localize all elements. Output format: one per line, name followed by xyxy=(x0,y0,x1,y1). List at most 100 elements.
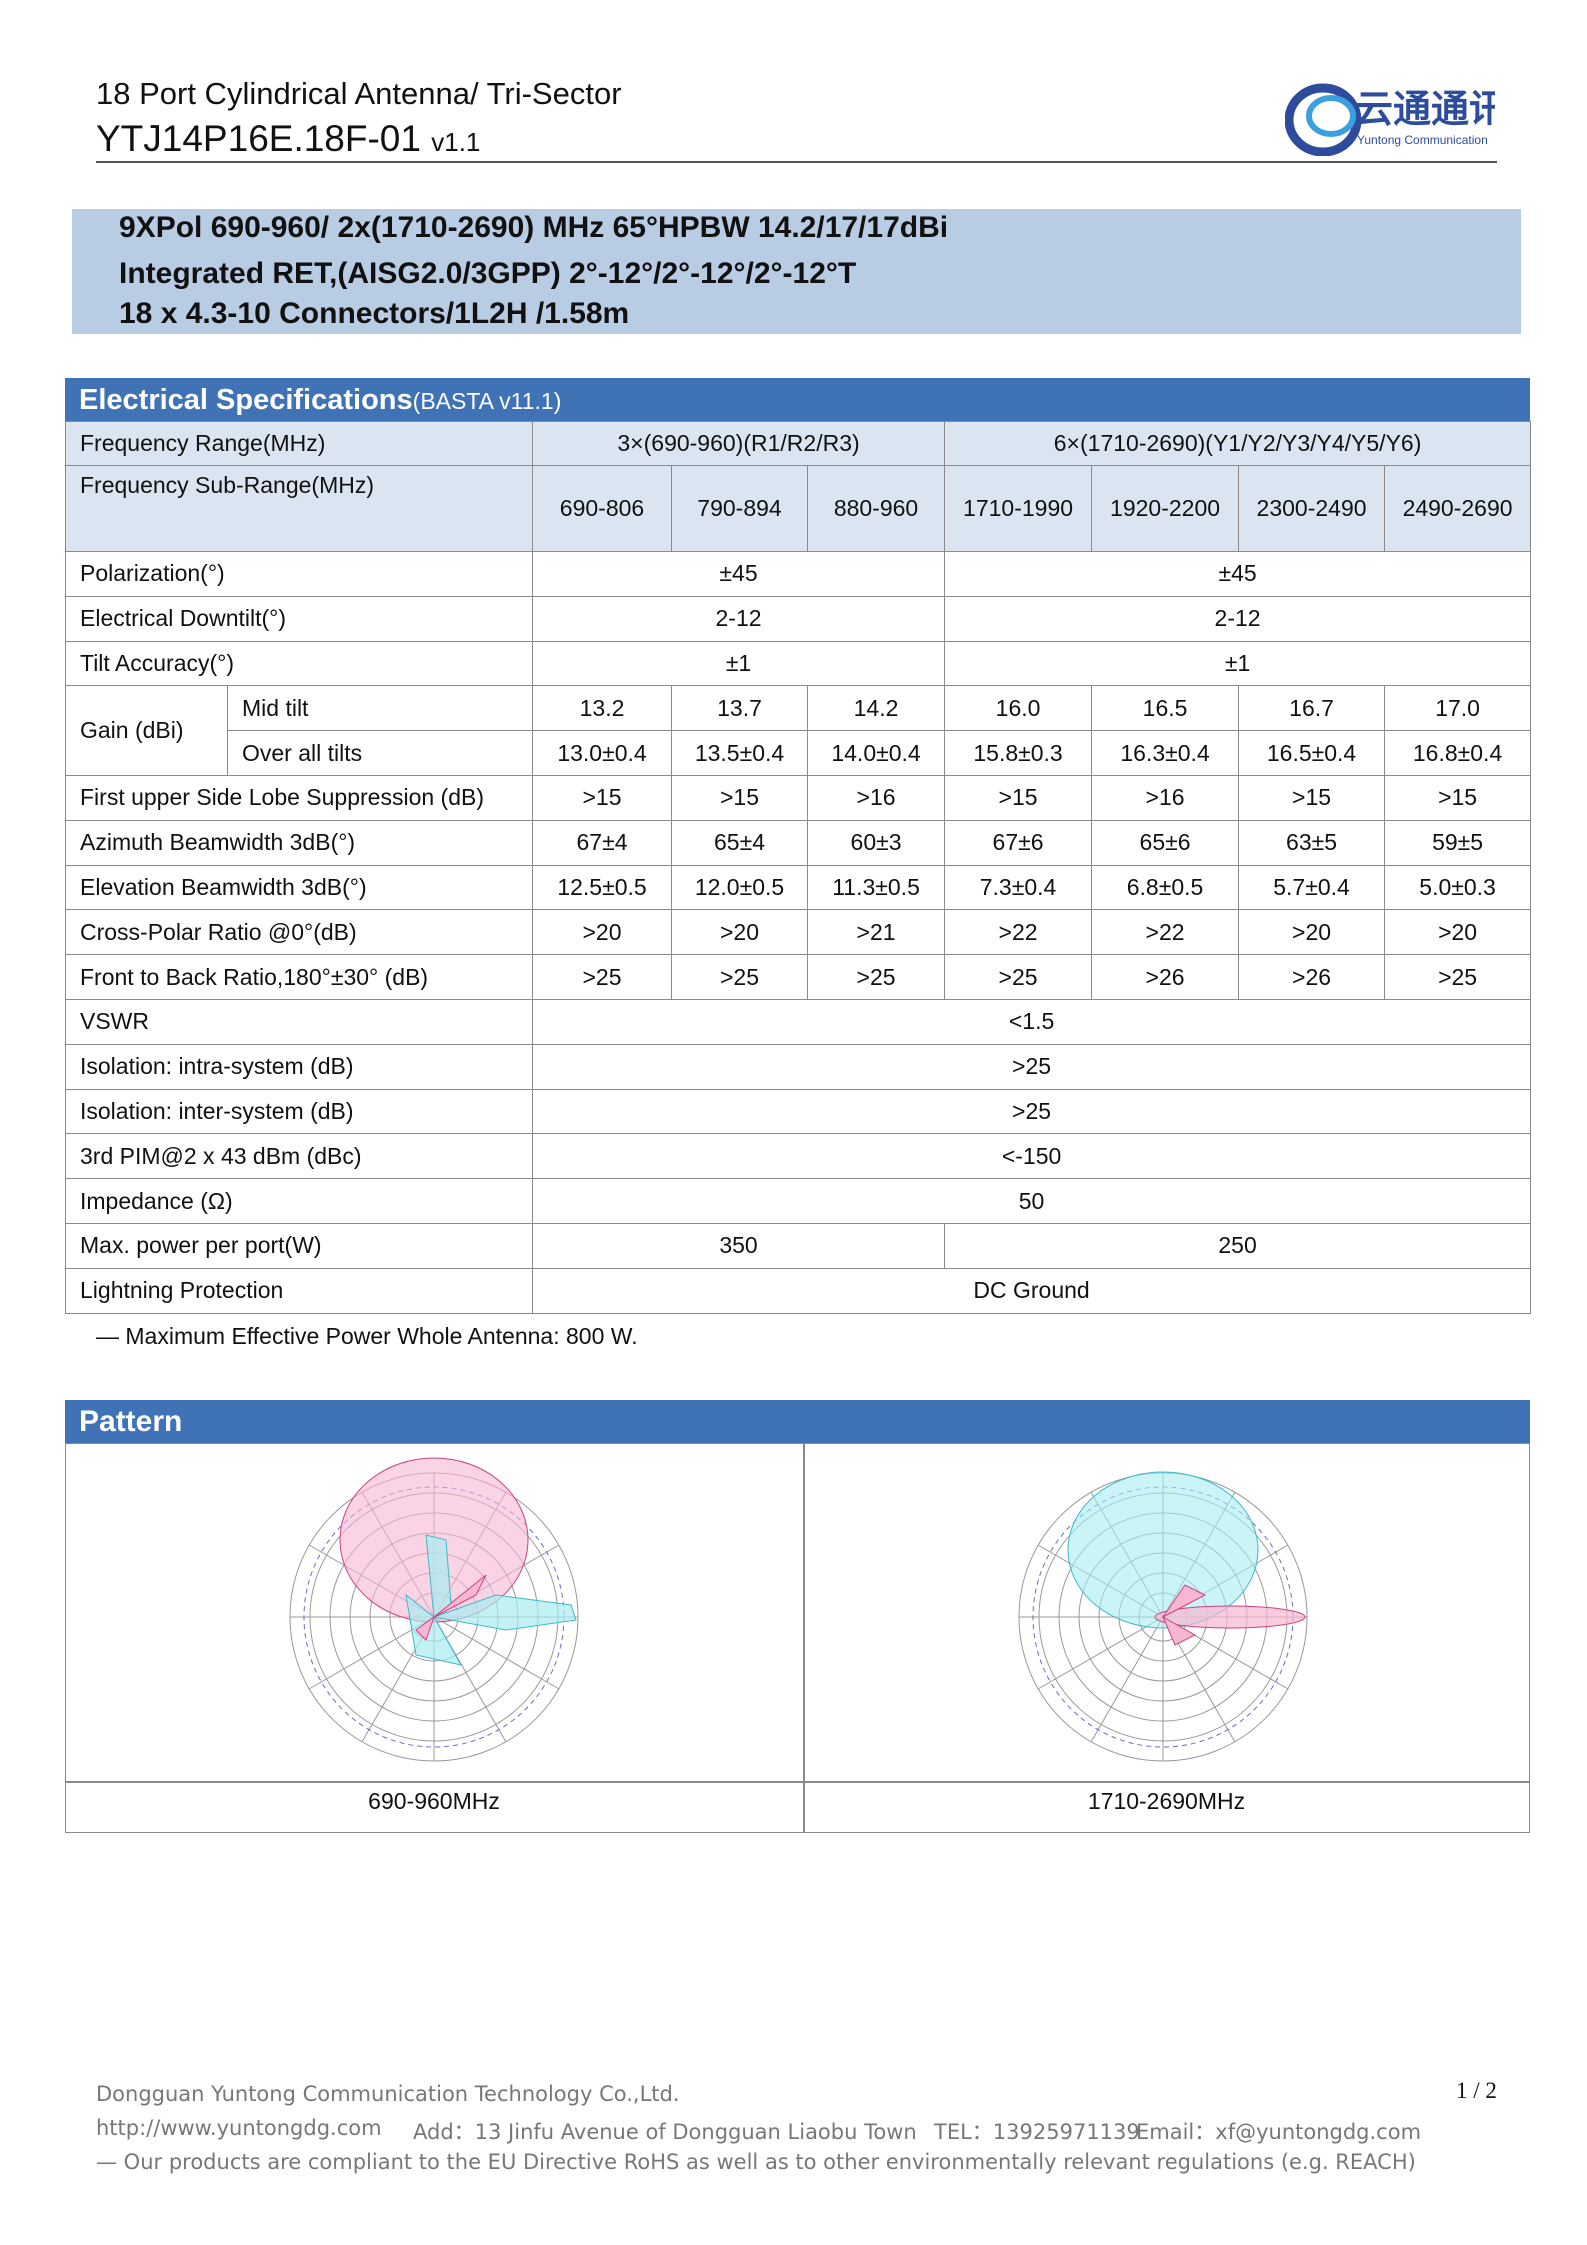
value-cell: >20 xyxy=(532,909,673,956)
value-cell: 790-894 xyxy=(671,465,809,552)
logo-mark xyxy=(1306,95,1356,137)
value-cell: 12.0±0.5 xyxy=(671,864,809,911)
value-cell: >15 xyxy=(944,774,1093,821)
header-rule xyxy=(96,161,1497,163)
value-cell: >26 xyxy=(1238,954,1386,1000)
value-cell: 13.0±0.4 xyxy=(532,730,673,776)
value-cell: 16.5 xyxy=(1091,685,1240,732)
logo-text: 云通通讯 xyxy=(1355,87,1495,131)
value-cell: 13.7 xyxy=(671,685,809,732)
footer-compliance: — Our products are compliant to the EU D… xyxy=(96,2150,1416,2174)
row-label: Impedance (Ω) xyxy=(64,1178,534,1224)
header-row: Frequency Sub-Range(MHz) 690-806 790-894 88… xyxy=(64,465,1532,552)
spec-row: Cross-Polar Ratio @0°(dB) >20 >20 >21 >22 >22… xyxy=(64,909,1532,956)
value-cell: 250 xyxy=(944,1222,1532,1269)
value-cell: ±1 xyxy=(944,640,1532,687)
spec-row: Electrical Downtilt(°) 2-12 2-12 xyxy=(64,595,1532,642)
spec-row: Lightning Protection DC Ground xyxy=(64,1267,1532,1314)
note: — Maximum Effective Power Whole Antenna:… xyxy=(96,1323,638,1349)
banner-line: 18 x 4.3-10 Connectors/1L2H /1.58m xyxy=(119,297,630,330)
spec-row: 3rd PIM@2 x 43 dBm (dBc) <-150 xyxy=(64,1133,1532,1180)
row-label: Isolation: intra-system (dB) xyxy=(64,1043,534,1090)
header-row: Frequency Range(MHz) 3×(690-960)(R1/R2/R3… xyxy=(64,421,1532,466)
row-label: Front to Back Ratio,180°±30° (dB) xyxy=(64,954,534,1000)
value-cell: >25 xyxy=(671,954,809,1000)
value-cell: 65±6 xyxy=(1091,819,1240,866)
value-cell: DC Ground xyxy=(532,1267,1532,1314)
sub-label: Mid tilt xyxy=(226,685,534,732)
value-cell: >20 xyxy=(1238,909,1386,956)
row-label: Polarization(°) xyxy=(64,551,534,597)
pattern-caption: 1710-2690MHz xyxy=(1087,1788,1246,1814)
value-cell: <-150 xyxy=(532,1133,1532,1180)
spec-row: Azimuth Beamwidth 3dB(°) 67±4 65±4 60±3 67±6… xyxy=(64,819,1532,866)
value-cell: 59±5 xyxy=(1384,819,1532,866)
value-cell: >22 xyxy=(944,909,1093,956)
value-cell: 16.0 xyxy=(944,685,1093,732)
value-cell: >25 xyxy=(532,1043,1532,1090)
spec-row: First upper Side Lobe Suppression (dB) >1… xyxy=(64,774,1532,821)
row-label: Tilt Accuracy(°) xyxy=(64,640,534,687)
value-cell: 63±5 xyxy=(1238,819,1386,866)
value-cell: 15.8±0.3 xyxy=(944,730,1093,776)
row-label: Frequency Range(MHz) xyxy=(64,421,534,466)
value-cell: 14.0±0.4 xyxy=(807,730,946,776)
value-cell: >15 xyxy=(1384,774,1532,821)
row-label: Azimuth Beamwidth 3dB(°) xyxy=(64,819,534,866)
value-cell: 2490-2690 xyxy=(1384,465,1532,552)
value-cell: 5.7±0.4 xyxy=(1238,864,1386,911)
page-number: 1 / 2 xyxy=(1456,2078,1497,2103)
banner xyxy=(72,209,1521,334)
value-cell: 67±4 xyxy=(532,819,673,866)
value-cell: 6×(1710-2690)(Y1/Y2/Y3/Y4/Y5/Y6) xyxy=(944,421,1532,466)
model: YTJ14P16E.18F-01 xyxy=(96,118,421,159)
spec-subtitle: (BASTA v11.1) xyxy=(412,388,562,414)
value-cell: >25 xyxy=(532,1088,1532,1135)
value-cell: 17.0 xyxy=(1384,685,1532,732)
value-cell: 13.2 xyxy=(532,685,673,732)
pattern-caption: 690-960MHz xyxy=(368,1788,500,1814)
value-cell: >16 xyxy=(807,774,946,821)
spec-title-text: Electrical Specifications xyxy=(79,384,413,416)
pattern-divider xyxy=(803,1443,805,1833)
banner-line: 9XPol 690-960/ 2x(1710-2690) MHz 65°HPBW… xyxy=(119,211,949,244)
model-line: YTJ14P16E.18F-01 v1.1 xyxy=(96,118,480,160)
row-label: Elevation Beamwidth 3dB(°) xyxy=(64,864,534,911)
pattern-divider xyxy=(65,1781,1530,1783)
row-label: Lightning Protection xyxy=(64,1267,534,1314)
logo-sub: Yuntong Communication xyxy=(1357,133,1488,147)
row-label: Cross-Polar Ratio @0°(dB) xyxy=(64,909,534,956)
polar-plot xyxy=(289,1457,579,1762)
pattern-box xyxy=(65,1443,1530,1833)
value-cell: 13.5±0.4 xyxy=(671,730,809,776)
spec-row: Tilt Accuracy(°) ±1 ±1 xyxy=(64,640,1532,687)
value-cell: >25 xyxy=(532,954,673,1000)
version: v1.1 xyxy=(431,127,481,157)
logo: 云通通讯 Yuntong Communication xyxy=(1285,83,1495,156)
value-cell: 2-12 xyxy=(944,595,1532,642)
value-cell: >25 xyxy=(1384,954,1532,1000)
spec-row: Isolation: inter-system (dB) >25 xyxy=(64,1088,1532,1135)
spec-row: Impedance (Ω) 50 xyxy=(64,1178,1532,1224)
value-cell: 50 xyxy=(532,1178,1532,1224)
row-label: Isolation: inter-system (dB) xyxy=(64,1088,534,1135)
value-cell: 2300-2490 xyxy=(1238,465,1386,552)
value-cell: 16.5±0.4 xyxy=(1238,730,1386,776)
value-cell: 16.8±0.4 xyxy=(1384,730,1532,776)
value-cell: 16.7 xyxy=(1238,685,1386,732)
value-cell: 14.2 xyxy=(807,685,946,732)
spec-bar: Electrical Specifications(BASTA v11.1) xyxy=(65,378,1530,422)
pattern-title: Pattern xyxy=(79,1405,183,1438)
value-cell: 1710-1990 xyxy=(944,465,1093,552)
row-label: Frequency Sub-Range(MHz) xyxy=(64,465,534,552)
banner-line: Integrated RET,(AISG2.0/3GPP) 2°-12°/2°-… xyxy=(119,257,857,290)
value-cell: >15 xyxy=(671,774,809,821)
value-cell: 7.3±0.4 xyxy=(944,864,1093,911)
value-cell: ±1 xyxy=(532,640,946,687)
spec-row: Over all tilts 13.0±0.4 13.5±0.4 14.0±0.4 15… xyxy=(66,730,1532,776)
value-cell: 60±3 xyxy=(807,819,946,866)
value-cell: >21 xyxy=(807,909,946,956)
spec-row: Gain (dBi) Mid tilt 13.2 13.7 14.2 16.0 16.5 16… xyxy=(65,685,1532,776)
footer-address: Add：13 Jinfu Avenue of Dongguan Liaobu T… xyxy=(413,2120,917,2144)
